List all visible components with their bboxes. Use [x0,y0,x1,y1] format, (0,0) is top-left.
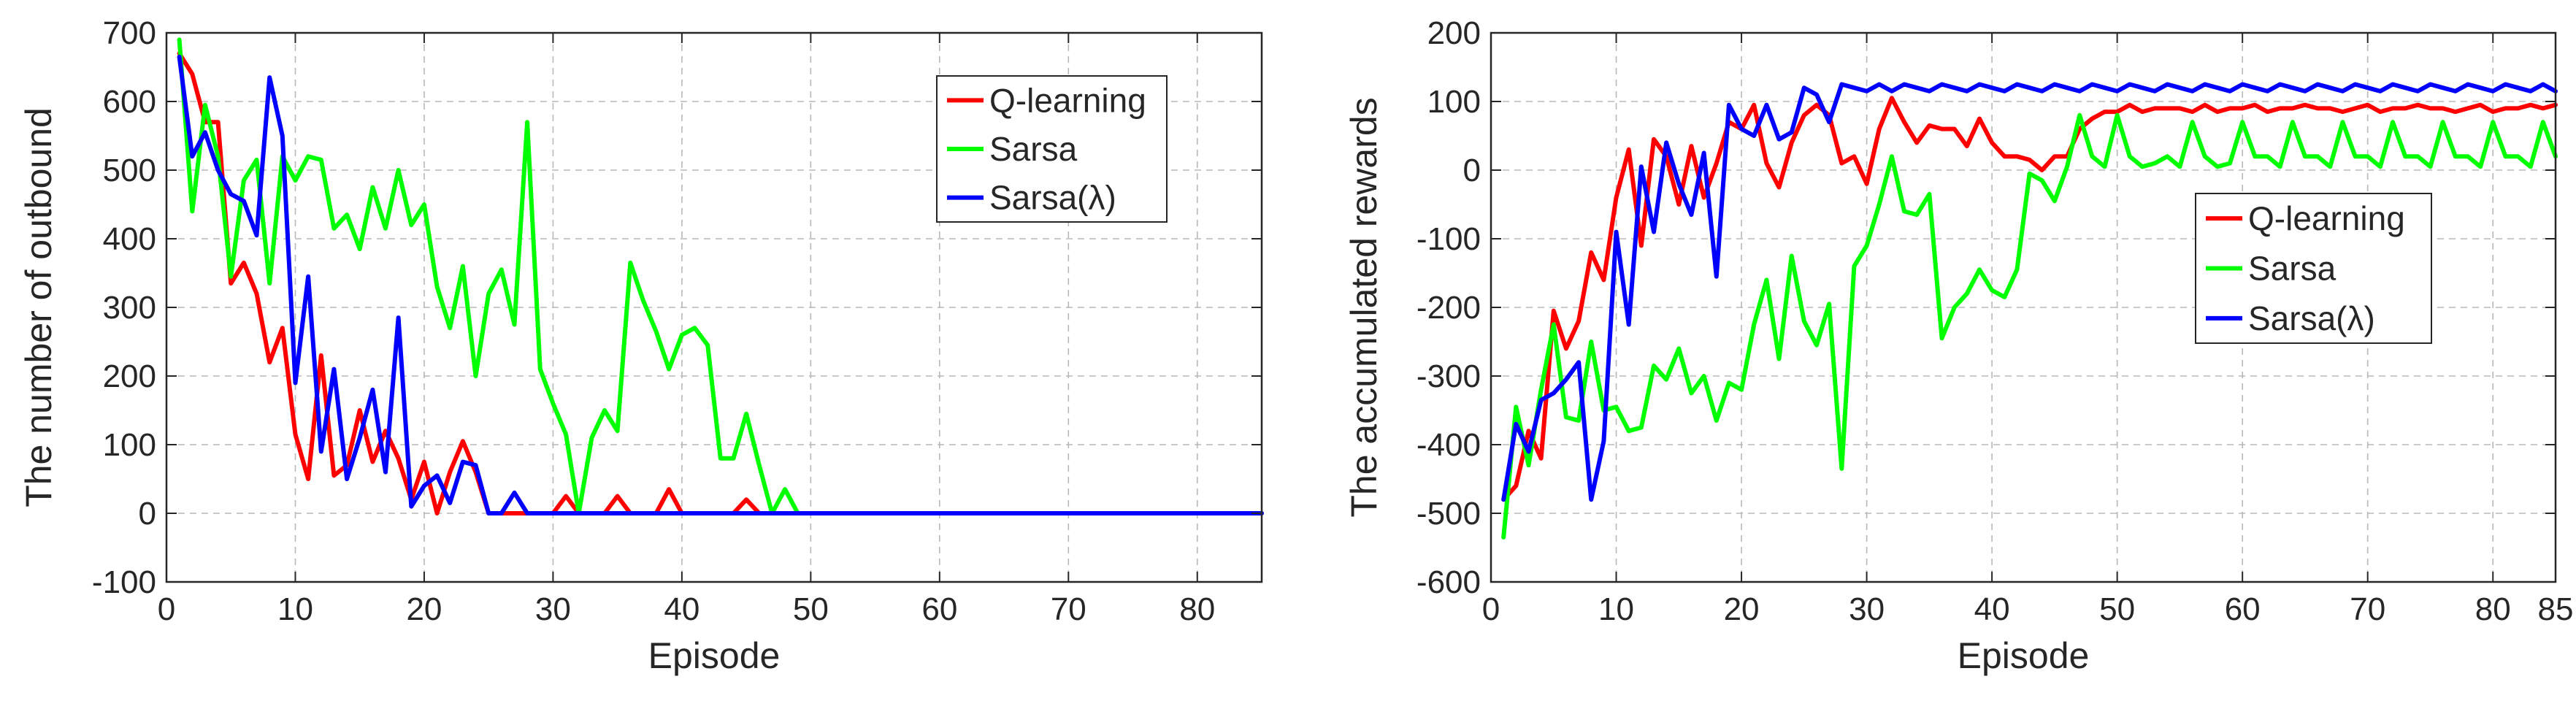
x-tick-label: 50 [2099,591,2135,627]
chart-rewards: 0 10 20 30 40 50 60 70 80 85 -600 -500 -400 -300 -200 -… [1343,15,2573,676]
x-tick-label: 0 [158,591,175,627]
y-tick-label: 300 [103,290,156,326]
x-tick-label: 20 [406,591,442,627]
x-tick-label: 20 [1724,591,1760,627]
x-tick-label: 70 [2350,591,2385,627]
y-tick-label: 600 [103,84,156,120]
series-line-2 [1501,112,2558,540]
x-tick-label: 85 [2538,591,2574,627]
y-axis-label: The accumulated rewards [1343,97,1384,517]
legend-label-1: Q-learning [989,81,1146,119]
legend-label-3: Sarsa(λ) [2248,299,2375,337]
y-tick-label: 700 [103,15,156,51]
y-tick-label: 0 [139,496,156,532]
x-tick-label: 40 [664,591,699,627]
series-line-1 [1501,96,2558,502]
y-tick-label: 100 [103,427,156,463]
x-tick-label: 30 [535,591,571,627]
x-tick-label: 50 [793,591,829,627]
y-tick-label: -200 [1417,290,1481,326]
series-line-3 [177,54,1264,515]
y-tick-label: 400 [103,221,156,257]
y-tick-label: -400 [1417,427,1481,463]
x-axis-label: Episode [1958,635,2090,676]
chart-outbound: 0 10 20 30 40 50 60 70 80-1000100200300400500600… [18,15,1264,676]
legend: Q-learning Sarsa Sarsa(λ) [936,75,1168,223]
y-tick-label: -300 [1417,358,1481,394]
x-tick-label: 60 [921,591,957,627]
y-tick-label: 0 [1463,153,1481,188]
y-tick-label: 500 [103,153,156,188]
y-tick-label: 200 [1427,15,1481,51]
x-axis-label: Episode [648,635,781,676]
legend: Q-learning Sarsa Sarsa(λ) [2195,193,2432,344]
y-tick-label: -100 [92,564,156,600]
x-tick-label: 40 [1974,591,2010,627]
y-tick-label: -600 [1417,564,1481,600]
y-tick-label: -500 [1417,496,1481,532]
legend-label-3: Sarsa(λ) [989,179,1116,217]
x-tick-label: 30 [1849,591,1885,627]
x-tick-label: 80 [2475,591,2511,627]
y-axis-label: The number of outbound [18,107,59,507]
legend-label-2: Sarsa [2248,250,2337,288]
legend-label-1: Q-learning [2248,199,2405,237]
legend-label-2: Sarsa [989,130,1078,168]
y-tick-label: 100 [1427,84,1481,120]
x-tick-label: 60 [2225,591,2261,627]
x-tick-label: 80 [1179,591,1215,627]
x-tick-label: 0 [1482,591,1500,627]
x-tick-label: 70 [1051,591,1086,627]
x-tick-label: 10 [277,591,313,627]
x-tick-label: 10 [1598,591,1634,627]
y-tick-label: 200 [103,358,156,394]
y-tick-label: -100 [1417,221,1481,257]
series-line-3 [1501,82,2558,502]
